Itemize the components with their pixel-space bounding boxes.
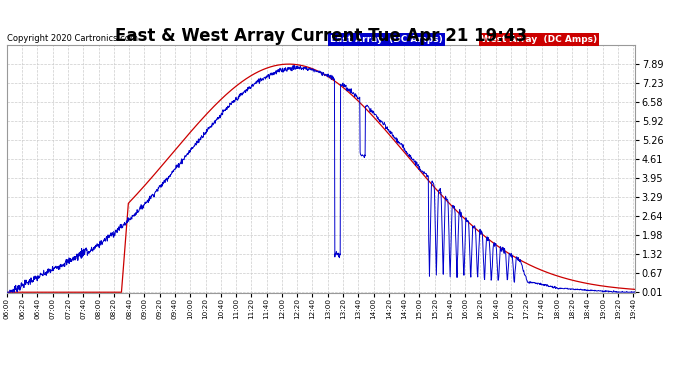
Text: West Array  (DC Amps): West Array (DC Amps)	[481, 35, 597, 44]
Title: East & West Array Current Tue Apr 21 19:43: East & West Array Current Tue Apr 21 19:…	[115, 27, 527, 45]
Text: Copyright 2020 Cartronics.com: Copyright 2020 Cartronics.com	[7, 33, 138, 42]
Text: East Array  (DC Amps): East Array (DC Amps)	[331, 35, 443, 44]
